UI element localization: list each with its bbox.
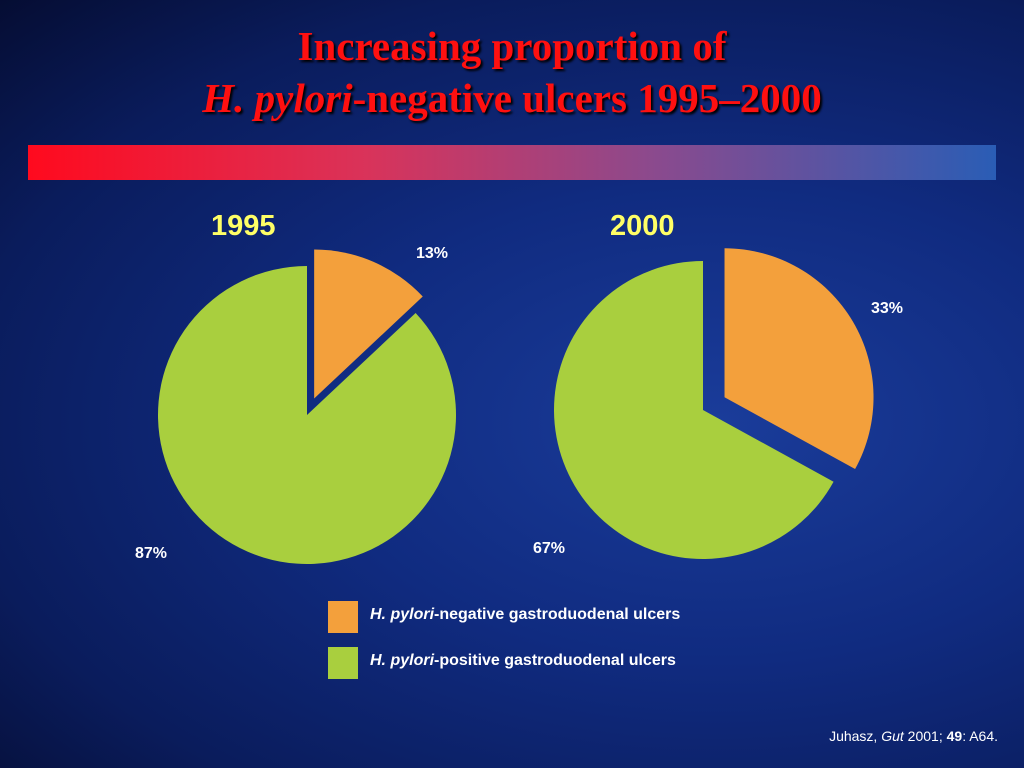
- pie-1995-label-negative: 13%: [416, 245, 448, 262]
- legend-label-positive: H. pylori-positive gastroduodenal ulcers: [370, 652, 676, 670]
- legend-swatch-positive: [328, 647, 358, 679]
- citation-journal: Gut: [881, 728, 904, 744]
- pie-2000-slice-positive: [554, 261, 834, 559]
- citation-volume: 49: [946, 728, 963, 744]
- pie-2000-slice-negative: [724, 248, 874, 470]
- citation-pages: : A64.: [962, 728, 998, 744]
- title-line-2-rest: -negative ulcers 1995–2000: [352, 75, 822, 121]
- pie-1995-slice-negative: [314, 249, 423, 399]
- legend-organism-positive: H. pylori: [370, 652, 435, 669]
- legend-rest-negative: -negative gastroduodenal ulcers: [434, 606, 681, 623]
- pie-1995-label-positive: 87%: [135, 545, 167, 562]
- citation-author: Juhasz,: [829, 728, 882, 744]
- gradient-divider-bar: [28, 145, 996, 180]
- title-line-1: Increasing proportion of: [297, 23, 727, 69]
- pie-1995-title: 1995: [211, 210, 276, 242]
- pie-2000-label-negative: 33%: [871, 300, 903, 317]
- pie-2000-label-positive: 67%: [533, 540, 565, 557]
- pie-1995-slice-positive: [158, 266, 457, 565]
- legend-swatch-negative: [328, 601, 358, 633]
- title-organism: H. pylori: [202, 75, 353, 121]
- legend-label-negative: H. pylori-negative gastroduodenal ulcers: [370, 606, 680, 624]
- title-line-2: H. pylori-negative ulcers 1995–2000: [0, 72, 1024, 124]
- citation-year: 2001;: [903, 728, 947, 744]
- slide-title: Increasing proportion of H. pylori-negat…: [0, 20, 1024, 124]
- citation: Juhasz, Gut 2001; 49: A64.: [829, 728, 998, 744]
- legend-organism-negative: H. pylori: [370, 606, 435, 623]
- pie-2000-title: 2000: [610, 210, 675, 242]
- legend-rest-positive: -positive gastroduodenal ulcers: [434, 652, 676, 669]
